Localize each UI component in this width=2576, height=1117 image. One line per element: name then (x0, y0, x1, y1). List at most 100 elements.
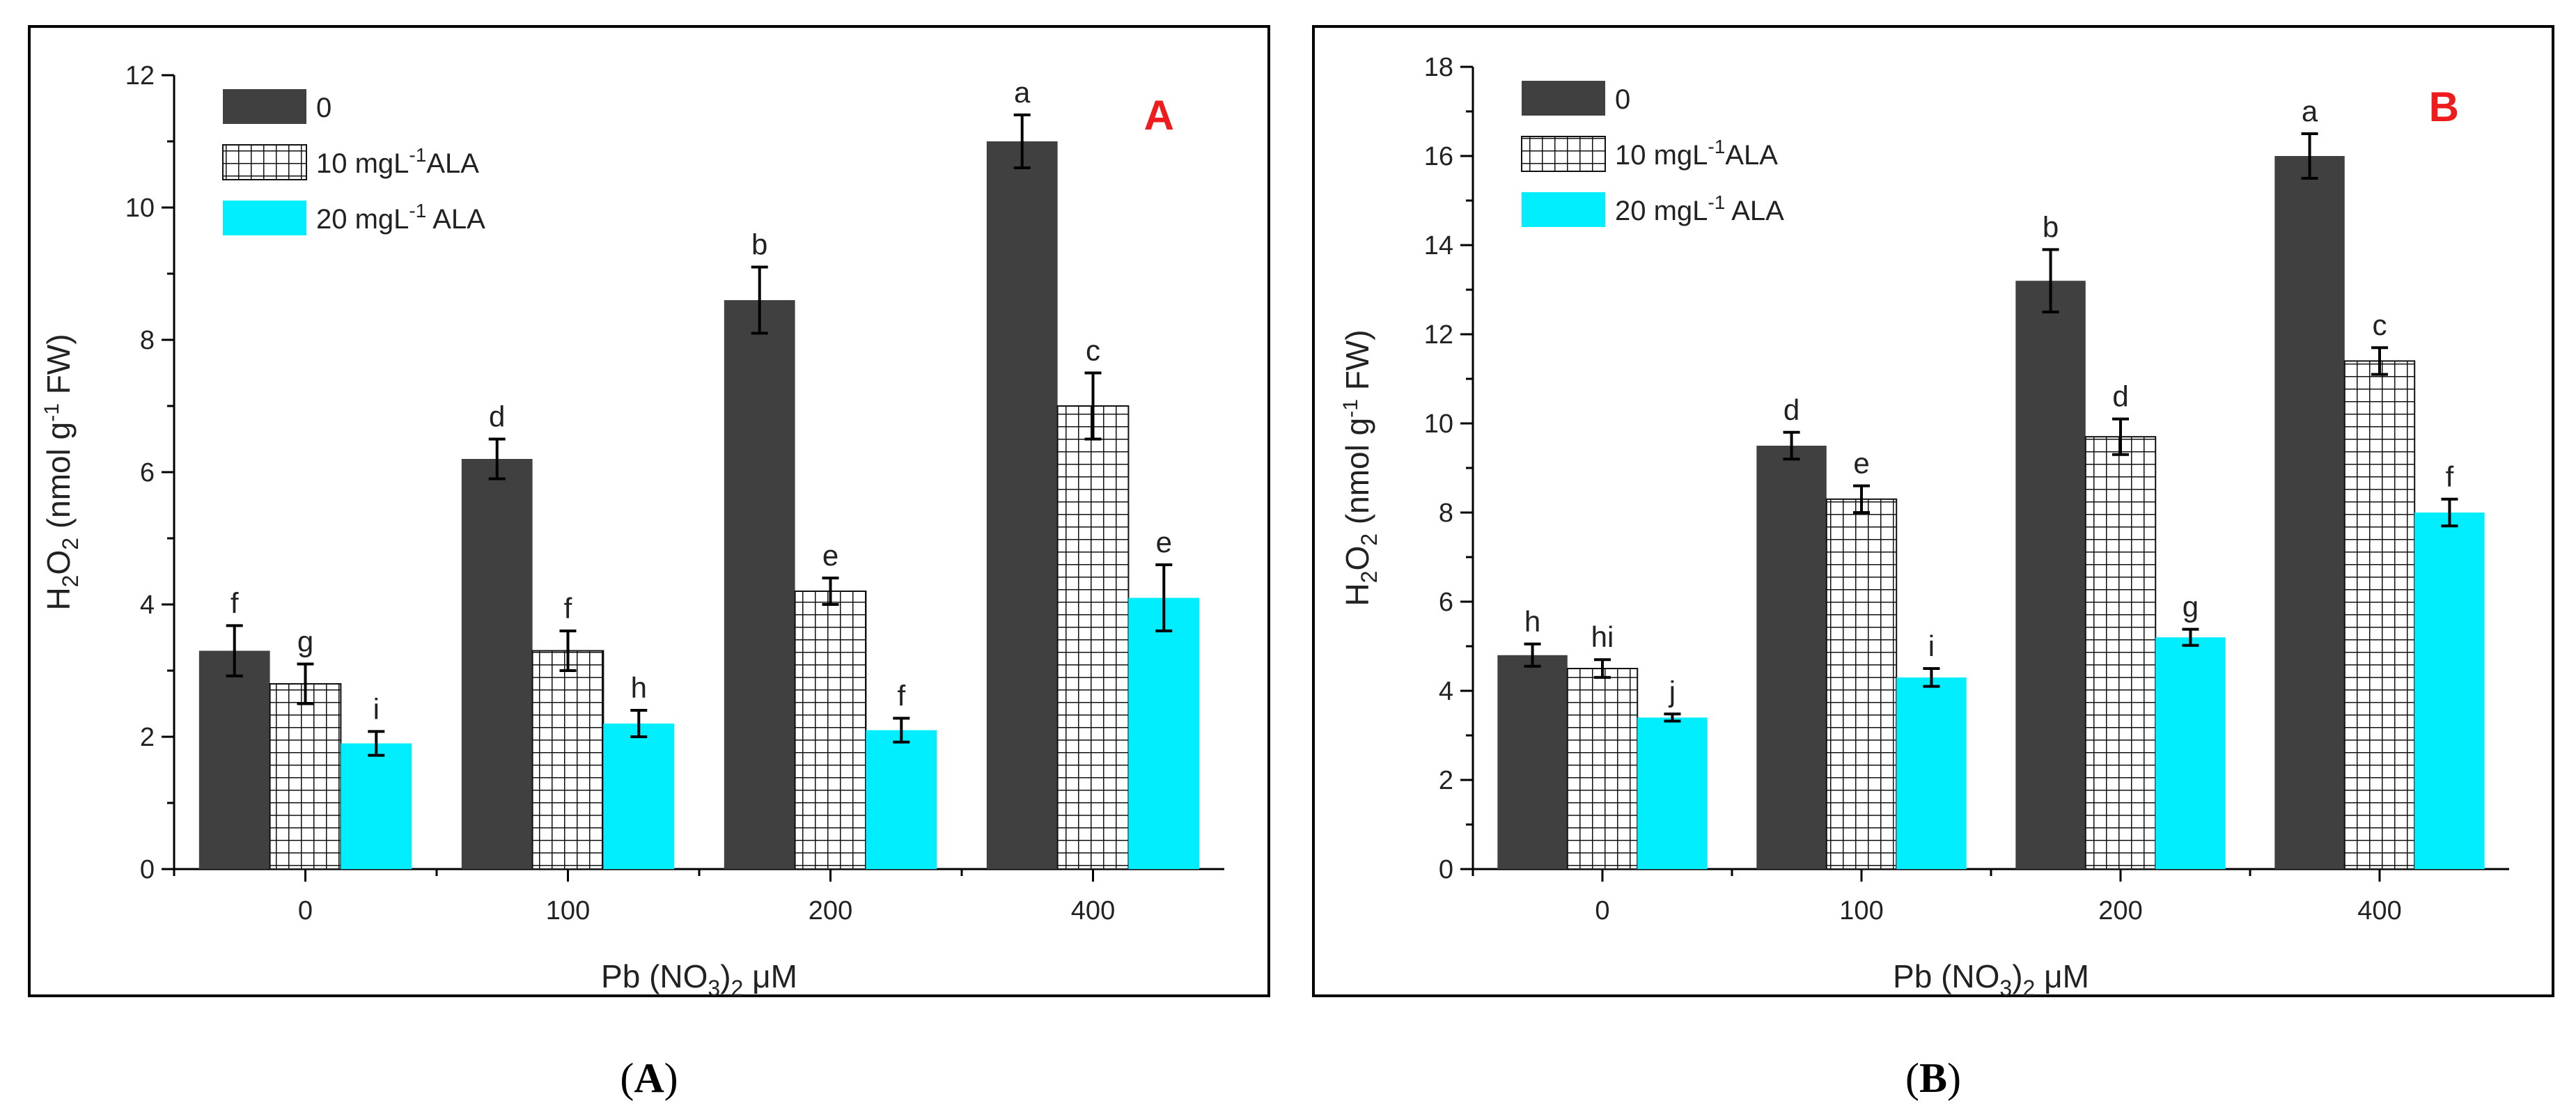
y-label-superscript: -1 (40, 403, 63, 422)
panel-b-legend-swatch (1521, 136, 1606, 172)
x-label-text: μM (743, 958, 797, 994)
legend-text: ALA (426, 204, 485, 235)
panel-b-y-tick-label: 4 (1439, 677, 1453, 706)
y-label-text: O (40, 550, 77, 575)
panel-a-x-tick-label: 400 (1071, 896, 1115, 925)
x-label-text: Pb (NO (1893, 958, 1999, 994)
panel-a-y-tick-label: 2 (140, 723, 155, 752)
y-label-text: FW) (40, 334, 77, 403)
panel-b-bar (2155, 637, 2226, 869)
legend-text: 0 (1615, 84, 1630, 115)
panel-a-legend-label: 0 (316, 93, 331, 123)
panel-a-legend-swatch (223, 201, 306, 235)
panel-b-x-tick-label: 0 (1595, 896, 1609, 925)
panel-a-bar (531, 650, 604, 870)
y-label-text: (nmol g (1339, 418, 1375, 533)
panel-b-sig-letter: d (1783, 393, 1800, 426)
legend-text: 20 mgL (1615, 196, 1708, 226)
y-label-subscript: 2 (1357, 571, 1382, 584)
panel-a-y-tick-label: 10 (125, 194, 155, 223)
legend-superscript: -1 (1708, 192, 1725, 213)
x-label-subscript: 3 (708, 976, 720, 1001)
panel-a-bar (724, 300, 795, 869)
caption-text: ( (1905, 1055, 1919, 1101)
panel-a-bar (269, 683, 342, 870)
legend-text: 0 (316, 93, 331, 123)
panel-b-y-tick-label: 10 (1424, 409, 1453, 439)
panel-a-caption: (A) (620, 1055, 678, 1101)
x-label-subscript: 2 (2023, 976, 2036, 1001)
x-label-text: Pb (NO (601, 958, 708, 994)
panel-b-bar (1896, 677, 1967, 869)
y-label-text: H (1339, 583, 1375, 606)
caption-letter: A (634, 1055, 664, 1101)
panel-b-y-tick-label: 2 (1439, 766, 1453, 795)
panel-b-bar (2274, 156, 2345, 869)
panel-b-legend-swatch (1522, 81, 1605, 116)
panel-b-y-tick-label: 8 (1439, 499, 1453, 528)
panel-a-bar (1128, 597, 1200, 869)
y-label-text: (nmol g (40, 422, 77, 538)
panel-b-bar (2414, 513, 2485, 869)
panel-a-y-axis-label: H2O2 (nmol g-1 FW) (40, 334, 83, 610)
panel-b-sig-letter: j (1668, 675, 1676, 708)
panel-a-y-tick-label: 6 (140, 458, 155, 487)
legend-text: 20 mgL (316, 204, 409, 235)
panel-a-legend-label: 10 mgL-1ALA (316, 144, 479, 179)
panel-b-sig-letter: e (1853, 447, 1869, 480)
legend-superscript: -1 (1708, 136, 1725, 157)
panel-a-sig-letter: e (1156, 526, 1172, 558)
panel-a-sig-letter: d (489, 400, 505, 433)
y-label-text: O (1339, 546, 1375, 571)
chart-panel-b: 0 2 4 6 8 10 12 14 16 18 0 h hi j 100 d e i 200 b d g 400 a c f 0 1… (1312, 25, 2554, 1101)
panel-b-sig-letter: d (2112, 380, 2128, 413)
panel-b-y-tick-label: 18 (1424, 53, 1453, 82)
y-label-text: H (40, 587, 77, 610)
panel-b-caption: (B) (1905, 1055, 1961, 1101)
panel-a-bar (794, 591, 867, 870)
panel-b-sig-letter: c (2373, 308, 2387, 341)
panel-a-bar (986, 141, 1058, 869)
panel-b-sig-letter: a (2302, 95, 2318, 127)
panel-a-bar (1056, 405, 1130, 870)
legend-text: 10 mgL (1615, 140, 1708, 171)
x-label-text: ) (720, 958, 731, 994)
x-label-subscript: 3 (1999, 976, 2012, 1001)
y-label-text: FW) (1339, 329, 1375, 399)
panel-b-legend-swatch (1522, 192, 1605, 227)
panel-b-bar (1756, 446, 1827, 869)
y-label-subscript: 2 (1357, 533, 1382, 546)
legend-text: ALA (1725, 140, 1778, 171)
panel-a-bar (603, 724, 675, 869)
panel-a-bar (341, 743, 412, 869)
panel-a-sig-letter: h (631, 671, 647, 704)
caption-text: ) (664, 1055, 678, 1101)
panel-b-x-tick-label: 200 (2098, 896, 2142, 925)
panel-a-frame (28, 25, 1270, 997)
panel-a-legend-swatch (222, 144, 307, 180)
legend-text: 10 mgL (316, 148, 409, 179)
panel-b-y-tick-label: 16 (1424, 142, 1453, 171)
panel-a-sig-letter: g (297, 625, 313, 658)
panel-b-legend-label: 20 mgL-1 ALA (1615, 192, 1784, 226)
caption-text: ( (620, 1055, 634, 1101)
panel-a-x-tick-label: 100 (546, 896, 590, 925)
panel-b-bar (1566, 668, 1639, 870)
legend-superscript: -1 (409, 144, 426, 166)
panel-b-x-tick-label: 400 (2357, 896, 2401, 925)
x-label-text: ) (2012, 958, 2022, 994)
panel-b-y-axis-label: H2O2 (nmol g-1 FW) (1339, 329, 1382, 606)
panel-a-sig-letter: f (231, 586, 239, 619)
y-label-subscript: 2 (58, 575, 83, 588)
panel-b-sig-letter: f (2446, 460, 2454, 493)
panel-b-x-axis-label: Pb (NO3)2 μM (1893, 958, 2089, 1001)
panel-b-y-tick-label: 12 (1424, 320, 1453, 350)
legend-superscript: -1 (409, 200, 426, 221)
panel-a-x-tick-label: 200 (809, 896, 852, 925)
panel-b-panel-label: B (2429, 84, 2459, 130)
panel-b-sig-letter: b (2043, 210, 2059, 243)
legend-text: ALA (1725, 196, 1784, 226)
panel-b-frame (1312, 25, 2554, 997)
panel-b-bar (1637, 717, 1708, 869)
